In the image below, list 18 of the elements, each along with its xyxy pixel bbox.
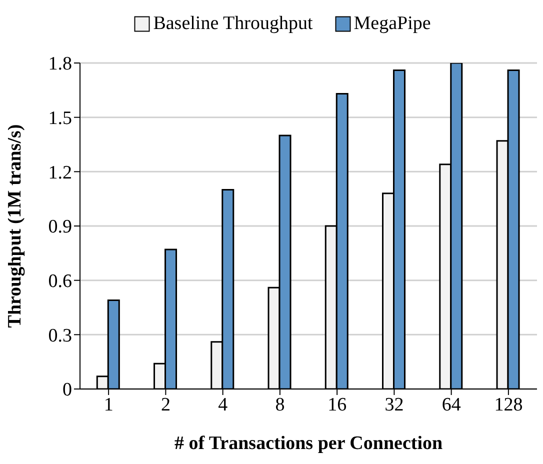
x-tick-label: 8 (275, 394, 285, 416)
x-tick-label: 32 (384, 394, 404, 416)
y-tick-label: 0.3 (48, 325, 72, 346)
y-tick-label: 0 (62, 380, 72, 401)
x-tick-label: 2 (160, 394, 170, 416)
x-tick-label: 128 (494, 394, 523, 416)
y-tick-label: 0.9 (48, 216, 72, 238)
x-tick-label: 64 (442, 394, 462, 416)
y-tick-label: 0.6 (48, 271, 72, 292)
legend-label: MegaPipe (354, 13, 431, 35)
y-tick-label: 1.2 (48, 162, 72, 184)
x-tick-label: 1 (104, 394, 114, 416)
y-tick-label: 1.5 (48, 108, 72, 130)
legend-label: Baseline Throughput (153, 13, 313, 35)
x-tick-label: 16 (328, 394, 347, 416)
x-tick-label: 4 (218, 394, 228, 416)
x-axis-title: # of Transactions per Connection (174, 433, 443, 454)
y-tick-label: 1.8 (48, 54, 72, 75)
